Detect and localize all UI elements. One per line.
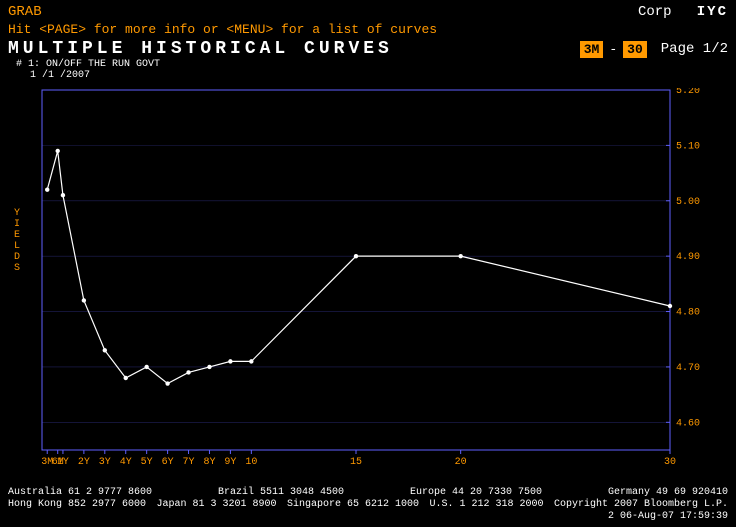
svg-text:4.70: 4.70 [676, 363, 700, 374]
footer-europe: Europe 44 20 7330 7500 [410, 487, 542, 499]
svg-text:8Y: 8Y [203, 457, 215, 468]
footer-singapore: Singapore 65 6212 1000 [287, 499, 419, 511]
range-dash: - [603, 42, 623, 57]
svg-text:2Y: 2Y [78, 457, 90, 468]
grab-label: GRAB [8, 4, 42, 20]
footer-brazil: Brazil 5511 3048 4500 [218, 487, 344, 499]
series-label: # 1: ON/OFF THE RUN GOVT [8, 59, 728, 70]
svg-text:5.20: 5.20 [676, 88, 700, 97]
y-axis-label: YIELDS [14, 208, 20, 274]
page-indicator: Page 1/2 [661, 41, 728, 57]
svg-text:5.00: 5.00 [676, 197, 700, 208]
svg-text:5Y: 5Y [141, 457, 153, 468]
svg-text:6Y: 6Y [162, 457, 174, 468]
svg-text:5.10: 5.10 [676, 141, 700, 152]
svg-text:4.90: 4.90 [676, 252, 700, 263]
svg-text:7Y: 7Y [183, 457, 195, 468]
footer-region: Australia 61 2 9777 8600 Brazil 5511 304… [0, 485, 736, 527]
svg-text:1Y: 1Y [57, 457, 69, 468]
range-start-badge[interactable]: 3M [580, 41, 604, 58]
yield-curve-chart: YIELDS 4.604.704.804.905.005.105.203M6M1… [14, 88, 710, 470]
svg-text:3Y: 3Y [99, 457, 111, 468]
footer-copyright: Copyright 2007 Bloomberg L.P. [554, 499, 728, 511]
svg-text:4.80: 4.80 [676, 308, 700, 319]
svg-text:30: 30 [664, 457, 676, 468]
page-title: MULTIPLE HISTORICAL CURVES [8, 39, 580, 59]
function-code: IYC [697, 4, 728, 20]
svg-text:10: 10 [245, 457, 257, 468]
chart-svg: 4.604.704.804.905.005.105.203M6M1Y2Y3Y4Y… [14, 88, 710, 470]
svg-text:4.60: 4.60 [676, 418, 700, 429]
footer-japan: Japan 81 3 3201 8900 [156, 499, 276, 511]
range-end-badge[interactable]: 30 [623, 41, 647, 58]
footer-hongkong: Hong Kong 852 2977 6000 [8, 499, 146, 511]
svg-text:20: 20 [455, 457, 467, 468]
terminal-header: GRAB Corp IYC Hit <PAGE> for more info o… [0, 0, 736, 81]
footer-australia: Australia 61 2 9777 8600 [8, 487, 152, 499]
corp-label: Corp [638, 4, 672, 20]
hint-line: Hit <PAGE> for more info or <MENU> for a… [8, 22, 728, 37]
footer-timestamp: 2 06-Aug-07 17:59:39 [8, 511, 728, 523]
footer-us: U.S. 1 212 318 2000 [429, 499, 543, 511]
svg-text:9Y: 9Y [224, 457, 236, 468]
svg-text:4Y: 4Y [120, 457, 132, 468]
footer-germany: Germany 49 69 920410 [608, 487, 728, 499]
series-date: 1 /1 /2007 [8, 70, 728, 81]
svg-text:15: 15 [350, 457, 362, 468]
